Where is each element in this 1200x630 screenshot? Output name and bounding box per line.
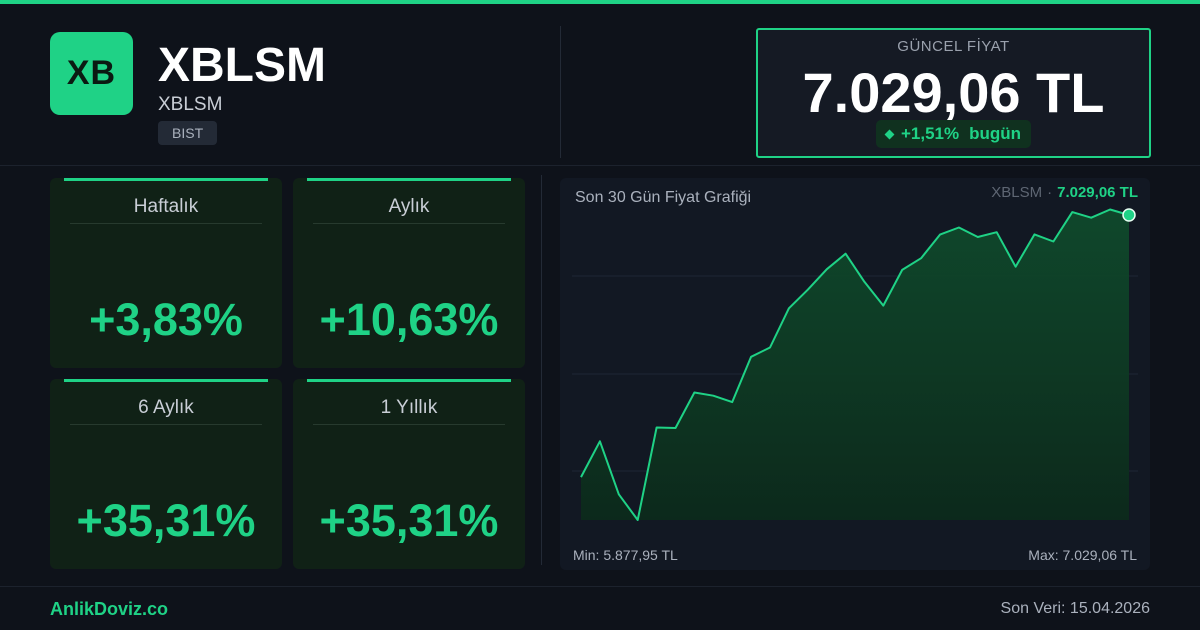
header-divider [560, 26, 561, 158]
top-accent-bar [0, 0, 1200, 4]
card-divider [313, 223, 505, 224]
current-price-box: GÜNCEL FİYAT 7.029,06 TL +1,51% bugün [756, 28, 1151, 158]
stat-card-value: +35,31% [319, 495, 499, 546]
card-divider [70, 223, 262, 224]
card-accent-bar [64, 379, 268, 382]
chart-tag-separator: · [1047, 184, 1053, 201]
daily-change-suffix: bugün [969, 124, 1022, 143]
chart-price-tag: XBLSM · 7.029,06 TL [991, 184, 1138, 201]
stat-card-label: Aylık [388, 196, 430, 217]
stat-card-label: Haftalık [133, 196, 199, 217]
stat-card-value: +3,83% [89, 294, 243, 345]
exchange-badge: BIST [158, 121, 218, 145]
stat-card-six-month: 6 Aylık +35,31% [50, 379, 282, 569]
card-divider [70, 424, 262, 425]
stat-card-value: +35,31% [76, 495, 256, 546]
price-chart [572, 208, 1138, 521]
current-price-value: 7.029,06 TL [802, 61, 1105, 124]
daily-change-value: +1,51% [901, 124, 960, 143]
stat-card-value: +10,63% [319, 294, 499, 345]
price-chart-panel: Son 30 Gün Fiyat Grafiği XBLSM · 7.029,0… [560, 178, 1150, 570]
asset-name: XBLSM [158, 94, 223, 115]
logo-text: XB [66, 54, 117, 92]
daily-change-badge: +1,51% bugün [876, 120, 1032, 148]
stat-card-weekly: Haftalık +3,83% [50, 178, 282, 368]
stat-card-label: 1 Yıllık [380, 397, 438, 418]
chart-tag-value: 7.029,06 TL [1057, 184, 1138, 201]
chart-tag-symbol: XBLSM [991, 184, 1043, 201]
stat-card-label: 6 Aylık [138, 397, 194, 418]
asset-symbol: XBLSM [158, 39, 326, 92]
header-bottom-divider [0, 165, 1200, 166]
chart-max-label: Max: 7.029,06 TL [1028, 547, 1137, 563]
chart-title: Son 30 Gün Fiyat Grafiği [575, 189, 752, 206]
logo-badge: XB [50, 32, 133, 115]
chart-last-point [1122, 208, 1136, 222]
stat-card-monthly: Aylık +10,63% [293, 178, 525, 368]
chart-min-label: Min: 5.877,95 TL [573, 547, 678, 563]
content-divider [541, 175, 542, 565]
card-accent-bar [307, 178, 511, 181]
chart-series-line [580, 208, 1130, 521]
footer-divider [0, 586, 1200, 587]
card-accent-bar [64, 178, 268, 181]
last-data-date: Son Veri: 15.04.2026 [1000, 600, 1150, 617]
chart-area-fill [581, 209, 1129, 520]
diamond-icon [884, 129, 895, 139]
card-accent-bar [307, 379, 511, 382]
current-price-label: GÜNCEL FİYAT [897, 38, 1010, 55]
stat-card-yearly: 1 Yıllık +35,31% [293, 379, 525, 569]
card-divider [313, 424, 505, 425]
brand-name: AnlikDoviz.co [50, 599, 169, 619]
